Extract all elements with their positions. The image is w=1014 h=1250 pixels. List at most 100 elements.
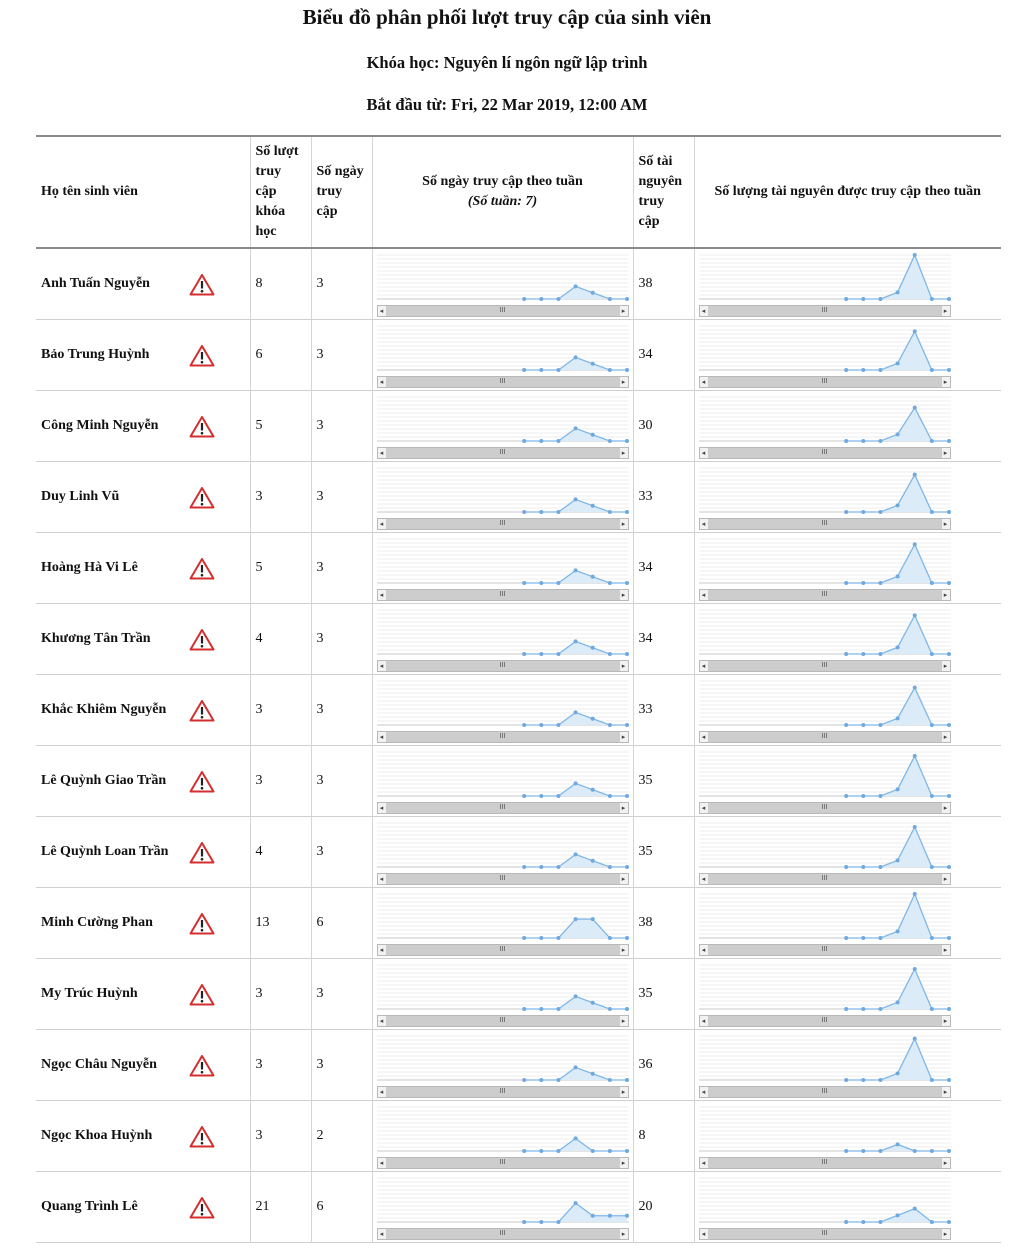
- chart-scrollbar[interactable]: ◂ III ▸: [376, 446, 629, 459]
- student-name[interactable]: Ngọc Khoa Huỳnh: [41, 1127, 153, 1143]
- chart-scrollbar[interactable]: ◂ III ▸: [698, 1227, 951, 1240]
- student-name[interactable]: Anh Tuấn Nguyễn: [41, 275, 150, 291]
- scroll-grip-icon[interactable]: III: [821, 1228, 828, 1237]
- scroll-grip-icon[interactable]: III: [821, 731, 828, 740]
- chart-scrollbar[interactable]: ◂ III ▸: [376, 1085, 629, 1098]
- scroll-grip-icon[interactable]: III: [821, 873, 828, 882]
- scroll-right-icon[interactable]: ▸: [941, 944, 950, 955]
- scroll-left-icon[interactable]: ◂: [699, 306, 708, 316]
- scroll-left-icon[interactable]: ◂: [377, 1015, 386, 1026]
- scroll-grip-icon[interactable]: III: [499, 731, 506, 740]
- scroll-left-icon[interactable]: ◂: [699, 802, 708, 813]
- scroll-right-icon[interactable]: ▸: [619, 1086, 628, 1097]
- scroll-left-icon[interactable]: ◂: [377, 518, 386, 529]
- scroll-right-icon[interactable]: ▸: [619, 447, 628, 458]
- chart-scrollbar[interactable]: ◂ III ▸: [698, 1085, 951, 1098]
- column-header-resources[interactable]: Số tài nguyên truy cập: [633, 136, 695, 248]
- scroll-grip-icon[interactable]: III: [499, 447, 506, 456]
- scroll-grip-icon[interactable]: III: [821, 376, 828, 385]
- scroll-left-icon[interactable]: ◂: [377, 873, 386, 884]
- scroll-grip-icon[interactable]: III: [821, 944, 828, 953]
- column-header-days[interactable]: Số ngày truy cập: [311, 136, 373, 248]
- chart-scrollbar[interactable]: ◂ III ▸: [376, 1014, 629, 1027]
- chart-scrollbar[interactable]: ◂ III ▸: [698, 305, 951, 317]
- scroll-right-icon[interactable]: ▸: [619, 1015, 628, 1026]
- scroll-grip-icon[interactable]: III: [499, 306, 506, 314]
- chart-scrollbar[interactable]: ◂ III ▸: [698, 446, 951, 459]
- scroll-left-icon[interactable]: ◂: [377, 589, 386, 600]
- scroll-left-icon[interactable]: ◂: [377, 944, 386, 955]
- scroll-left-icon[interactable]: ◂: [377, 802, 386, 813]
- scroll-grip-icon[interactable]: III: [821, 802, 828, 811]
- student-name[interactable]: Bảo Trung Huỳnh: [41, 346, 150, 362]
- scroll-right-icon[interactable]: ▸: [941, 1086, 950, 1097]
- scroll-left-icon[interactable]: ◂: [377, 1157, 386, 1168]
- student-name[interactable]: Quang Trình Lê: [41, 1198, 138, 1214]
- scroll-right-icon[interactable]: ▸: [619, 802, 628, 813]
- student-name[interactable]: Khắc Khiêm Nguyễn: [41, 701, 167, 717]
- scroll-right-icon[interactable]: ▸: [619, 731, 628, 742]
- scroll-grip-icon[interactable]: III: [821, 1157, 828, 1166]
- scroll-grip-icon[interactable]: III: [821, 589, 828, 598]
- scroll-grip-icon[interactable]: III: [499, 1086, 506, 1095]
- chart-scrollbar[interactable]: ◂ III ▸: [376, 1156, 629, 1169]
- scroll-left-icon[interactable]: ◂: [699, 1086, 708, 1097]
- chart-scrollbar[interactable]: ◂ III ▸: [376, 517, 629, 530]
- scroll-grip-icon[interactable]: III: [499, 376, 506, 385]
- scroll-grip-icon[interactable]: III: [499, 802, 506, 811]
- chart-scrollbar[interactable]: ◂ III ▸: [698, 730, 951, 743]
- scroll-right-icon[interactable]: ▸: [941, 731, 950, 742]
- scroll-left-icon[interactable]: ◂: [699, 873, 708, 884]
- scroll-right-icon[interactable]: ▸: [941, 660, 950, 671]
- scroll-left-icon[interactable]: ◂: [377, 447, 386, 458]
- scroll-right-icon[interactable]: ▸: [619, 1228, 628, 1239]
- scroll-left-icon[interactable]: ◂: [377, 376, 386, 387]
- student-name[interactable]: Minh Cường Phan: [41, 914, 153, 930]
- scroll-right-icon[interactable]: ▸: [619, 376, 628, 387]
- scroll-left-icon[interactable]: ◂: [377, 1228, 386, 1239]
- student-name[interactable]: Lê Quỳnh Giao Trần: [41, 772, 167, 788]
- scroll-right-icon[interactable]: ▸: [941, 1157, 950, 1168]
- scroll-left-icon[interactable]: ◂: [699, 731, 708, 742]
- scroll-right-icon[interactable]: ▸: [941, 802, 950, 813]
- scroll-left-icon[interactable]: ◂: [699, 518, 708, 529]
- student-name[interactable]: Công Minh Nguyễn: [41, 417, 159, 433]
- chart-scrollbar[interactable]: ◂ III ▸: [698, 872, 951, 885]
- scroll-grip-icon[interactable]: III: [499, 944, 506, 953]
- scroll-left-icon[interactable]: ◂: [377, 660, 386, 671]
- scroll-grip-icon[interactable]: III: [499, 1157, 506, 1166]
- student-name[interactable]: Duy Linh Vũ: [41, 488, 120, 504]
- scroll-grip-icon[interactable]: III: [499, 873, 506, 882]
- scroll-right-icon[interactable]: ▸: [941, 589, 950, 600]
- scroll-grip-icon[interactable]: III: [821, 660, 828, 669]
- chart-scrollbar[interactable]: ◂ III ▸: [376, 730, 629, 743]
- scroll-grip-icon[interactable]: III: [821, 306, 828, 314]
- scroll-grip-icon[interactable]: III: [499, 589, 506, 598]
- chart-scrollbar[interactable]: ◂ III ▸: [376, 872, 629, 885]
- chart-scrollbar[interactable]: ◂ III ▸: [698, 943, 951, 956]
- scroll-left-icon[interactable]: ◂: [377, 1086, 386, 1097]
- student-name[interactable]: Khương Tân Trần: [41, 630, 151, 646]
- chart-scrollbar[interactable]: ◂ III ▸: [698, 375, 951, 388]
- scroll-left-icon[interactable]: ◂: [377, 731, 386, 742]
- chart-scrollbar[interactable]: ◂ III ▸: [376, 1227, 629, 1240]
- scroll-left-icon[interactable]: ◂: [699, 1228, 708, 1239]
- student-name[interactable]: My Trúc Huỳnh: [41, 985, 138, 1001]
- scroll-grip-icon[interactable]: III: [499, 518, 506, 527]
- column-header-name[interactable]: Họ tên sinh viên: [36, 136, 251, 248]
- scroll-grip-icon[interactable]: III: [821, 518, 828, 527]
- chart-scrollbar[interactable]: ◂ III ▸: [376, 943, 629, 956]
- scroll-right-icon[interactable]: ▸: [941, 1228, 950, 1239]
- scroll-right-icon[interactable]: ▸: [619, 518, 628, 529]
- chart-scrollbar[interactable]: ◂ III ▸: [698, 588, 951, 601]
- scroll-left-icon[interactable]: ◂: [699, 1157, 708, 1168]
- scroll-right-icon[interactable]: ▸: [619, 589, 628, 600]
- scroll-left-icon[interactable]: ◂: [699, 660, 708, 671]
- scroll-right-icon[interactable]: ▸: [941, 1015, 950, 1026]
- scroll-left-icon[interactable]: ◂: [377, 306, 386, 316]
- chart-scrollbar[interactable]: ◂ III ▸: [698, 517, 951, 530]
- chart-scrollbar[interactable]: ◂ III ▸: [698, 1156, 951, 1169]
- column-header-visits[interactable]: Số lượt truy cập khóa học: [250, 136, 312, 248]
- scroll-grip-icon[interactable]: III: [499, 1015, 506, 1024]
- scroll-left-icon[interactable]: ◂: [699, 376, 708, 387]
